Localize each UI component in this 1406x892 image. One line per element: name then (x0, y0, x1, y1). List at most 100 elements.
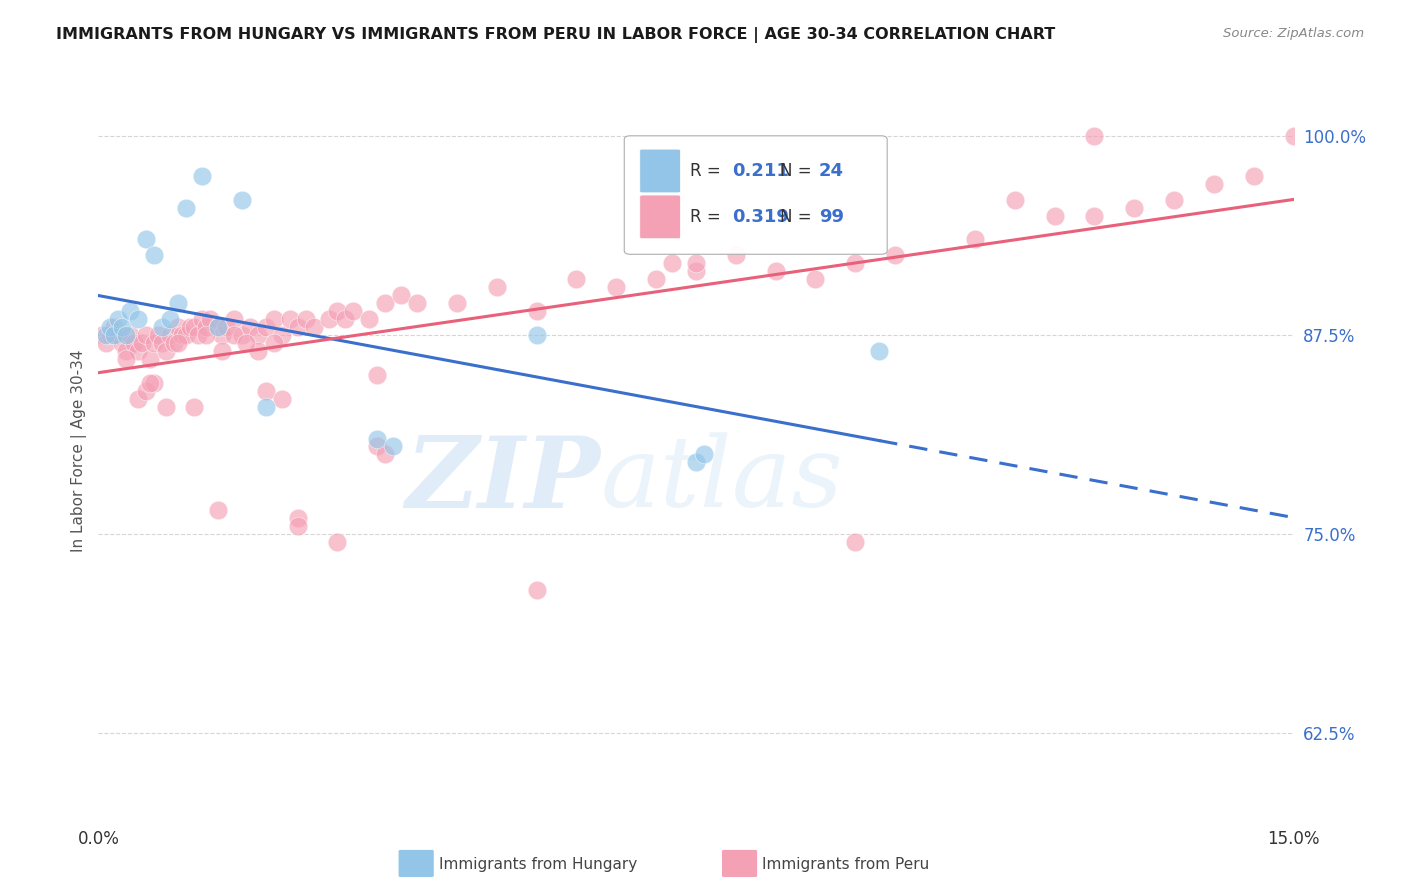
Point (406, 296, 429, 310)
Point (195, 328, 218, 343)
Point (1004, 193, 1026, 207)
Point (270, 392, 292, 406)
Point (115, 351, 138, 366)
FancyBboxPatch shape (640, 195, 681, 239)
Point (167, 336, 190, 351)
Point (685, 256, 707, 270)
Point (605, 280, 627, 294)
Point (187, 328, 209, 343)
Point (143, 336, 166, 351)
Point (191, 169, 214, 183)
Point (103, 328, 125, 343)
Point (115, 343, 138, 358)
Point (287, 511, 309, 525)
Point (359, 312, 381, 326)
Text: ZIP: ZIP (405, 432, 600, 528)
FancyBboxPatch shape (624, 136, 887, 254)
Point (239, 320, 262, 334)
Point (366, 368, 388, 382)
Point (135, 328, 157, 343)
Text: 24: 24 (820, 161, 844, 179)
Point (254, 320, 277, 334)
Point (526, 582, 548, 597)
Text: Immigrants from Peru: Immigrants from Peru (762, 857, 929, 871)
Point (183, 400, 205, 414)
Point (191, 312, 214, 326)
Point (231, 328, 253, 343)
Point (174, 328, 197, 343)
Point (246, 328, 269, 343)
Point (103, 320, 125, 334)
Point (167, 296, 190, 310)
Point (235, 336, 257, 351)
Point (963, 232, 986, 246)
Point (526, 328, 548, 343)
Point (215, 320, 238, 334)
Text: N =: N = (780, 161, 817, 179)
Point (287, 320, 309, 334)
Point (155, 400, 177, 414)
Point (765, 264, 787, 278)
Point (91, 328, 114, 343)
Point (222, 328, 245, 343)
Point (254, 400, 277, 414)
Point (326, 304, 349, 318)
Point (172, 328, 194, 343)
Point (1083, 209, 1105, 223)
Point (179, 320, 201, 334)
Point (844, 535, 866, 549)
Point (645, 272, 668, 286)
Point (135, 232, 157, 246)
Point (127, 312, 149, 326)
Point (1043, 209, 1066, 223)
Point (366, 432, 388, 446)
Point (163, 336, 186, 351)
Point (174, 201, 197, 215)
Point (222, 312, 245, 326)
Point (207, 503, 229, 517)
Point (231, 193, 253, 207)
Point (302, 320, 325, 334)
Point (318, 312, 340, 326)
Point (335, 312, 357, 326)
Point (884, 248, 907, 262)
Point (374, 296, 396, 310)
Point (98, 320, 122, 334)
Point (183, 320, 205, 334)
Point (167, 320, 190, 334)
Point (661, 256, 683, 270)
Point (143, 248, 166, 262)
Point (127, 392, 149, 406)
Point (159, 328, 181, 343)
Point (195, 320, 218, 334)
Text: IMMIGRANTS FROM HUNGARY VS IMMIGRANTS FROM PERU IN LABOR FORCE | AGE 30-34 CORRE: IMMIGRANTS FROM HUNGARY VS IMMIGRANTS FR… (56, 27, 1056, 43)
Point (1163, 193, 1185, 207)
Point (868, 343, 890, 358)
Point (124, 336, 146, 351)
Text: Immigrants from Hungary: Immigrants from Hungary (439, 857, 637, 871)
Text: atlas: atlas (600, 433, 844, 528)
Point (389, 288, 412, 302)
Point (143, 376, 166, 390)
Point (1123, 201, 1146, 215)
Text: N =: N = (780, 208, 817, 227)
Point (107, 312, 129, 326)
Point (127, 343, 149, 358)
Point (139, 376, 162, 390)
Point (246, 343, 269, 358)
Point (446, 296, 468, 310)
Point (374, 447, 396, 461)
Point (263, 336, 285, 351)
Text: Source: ZipAtlas.com: Source: ZipAtlas.com (1223, 27, 1364, 40)
Point (804, 272, 827, 286)
Point (287, 519, 309, 533)
Point (1282, 128, 1305, 143)
Point (278, 312, 301, 326)
Point (198, 312, 221, 326)
Text: 99: 99 (820, 208, 844, 227)
Point (207, 320, 229, 334)
Point (139, 351, 162, 366)
Point (366, 440, 388, 454)
Point (844, 256, 866, 270)
Point (159, 312, 181, 326)
